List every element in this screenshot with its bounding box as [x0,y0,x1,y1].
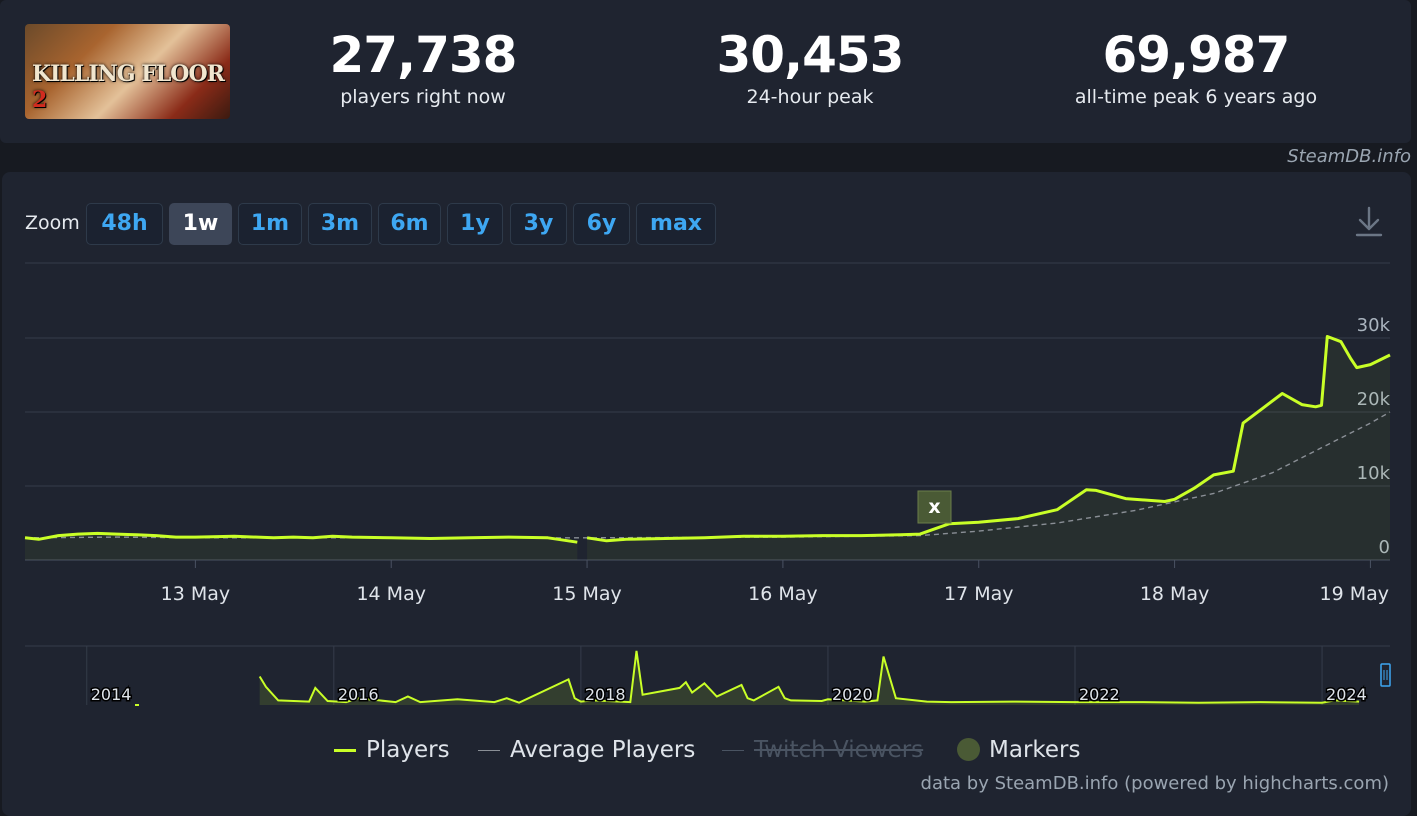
x-tick-label: 19 May [1320,583,1390,605]
x-tick-label: 16 May [748,583,818,605]
chart-panel [2,172,1411,816]
event-marker-label: x [928,496,940,518]
steamdb-credit[interactable]: SteamDB.info [1287,146,1411,167]
zoom-1w-button[interactable]: 1w [169,203,232,245]
legend-twitch[interactable]: Twitch Viewers [722,734,923,766]
legend-average[interactable]: Average Players [478,734,695,766]
event-marker-box[interactable] [917,490,952,524]
navigator-year-label: 2022 [1079,685,1120,704]
legend-average-swatch [478,750,500,751]
legend-twitch-label: Twitch Viewers [754,737,924,763]
y-tick-label: 0 [1379,537,1390,558]
time-navigator[interactable]: 2014 2016 2018 2020 2022 2024 [25,645,1391,706]
current-players-stat: 27,738 players right now [233,26,613,110]
zoom-label: Zoom [25,212,80,234]
y-tick-label: 30k [1357,315,1391,336]
navigator-year-label: 2014 [91,685,132,704]
peak-24h-stat: 30,453 24-hour peak [620,26,1000,110]
x-tick-label: 18 May [1140,583,1210,605]
current-players-label: players right now [340,86,506,108]
peak-24h-label: 24-hour peak [746,86,874,108]
navigator-line [258,650,1360,704]
stats-bar: KILLING FLOOR 2 27,738 players right now… [0,0,1411,143]
legend-twitch-swatch [722,750,744,751]
zoom-6y-button[interactable]: 6y [573,203,630,245]
navigator-year-label: 2024 [1326,685,1367,704]
legend-markers[interactable]: Markers [957,734,1080,766]
legend-players-label: Players [366,737,450,763]
x-tick-label: 17 May [944,583,1014,605]
legend-players-swatch [334,749,356,752]
y-tick-label: 10k [1357,463,1391,484]
x-tick-label: 13 May [161,583,231,605]
peak-24h-value: 30,453 [716,26,905,84]
all-time-peak-label: all-time peak 6 years ago [1074,86,1318,108]
current-players-value: 27,738 [329,26,518,84]
zoom-48h-button[interactable]: 48h [86,203,163,245]
all-time-peak-stat: 69,987 all-time peak 6 years ago [1006,26,1386,110]
navigator-year-label: 2016 [338,685,379,704]
players-area-fill [25,336,1390,560]
game-logo: KILLING FLOOR 2 [32,61,225,113]
x-tick-label: 14 May [356,583,426,605]
all-time-peak-value: 69,987 [1102,26,1291,84]
zoom-3m-button[interactable]: 3m [308,203,372,245]
legend-players[interactable]: Players [334,734,450,766]
navigator-area [259,650,1360,705]
navigator-year-label: 2018 [585,685,626,704]
navigator-handle[interactable] [1380,663,1391,687]
navigator-year-label: 2020 [832,685,873,704]
zoom-1y-button[interactable]: 1y [447,203,503,245]
zoom-3y-button[interactable]: 3y [510,203,567,245]
players-line [24,335,1391,544]
zoom-1m-button[interactable]: 1m [238,203,302,245]
y-tick-label: 20k [1357,389,1391,410]
legend-markers-swatch [957,738,980,761]
game-cover-image[interactable]: KILLING FLOOR 2 [25,24,230,119]
x-tick-label: 15 May [552,583,622,605]
legend-markers-label: Markers [989,737,1081,763]
chart-credit[interactable]: data by SteamDB.info (powered by highcha… [920,773,1389,794]
zoom-max-button[interactable]: max [636,203,716,245]
event-marker[interactable]: x [917,490,952,524]
legend-average-label: Average Players [510,737,696,763]
zoom-6m-button[interactable]: 6m [378,203,441,245]
download-icon[interactable] [1354,206,1384,238]
